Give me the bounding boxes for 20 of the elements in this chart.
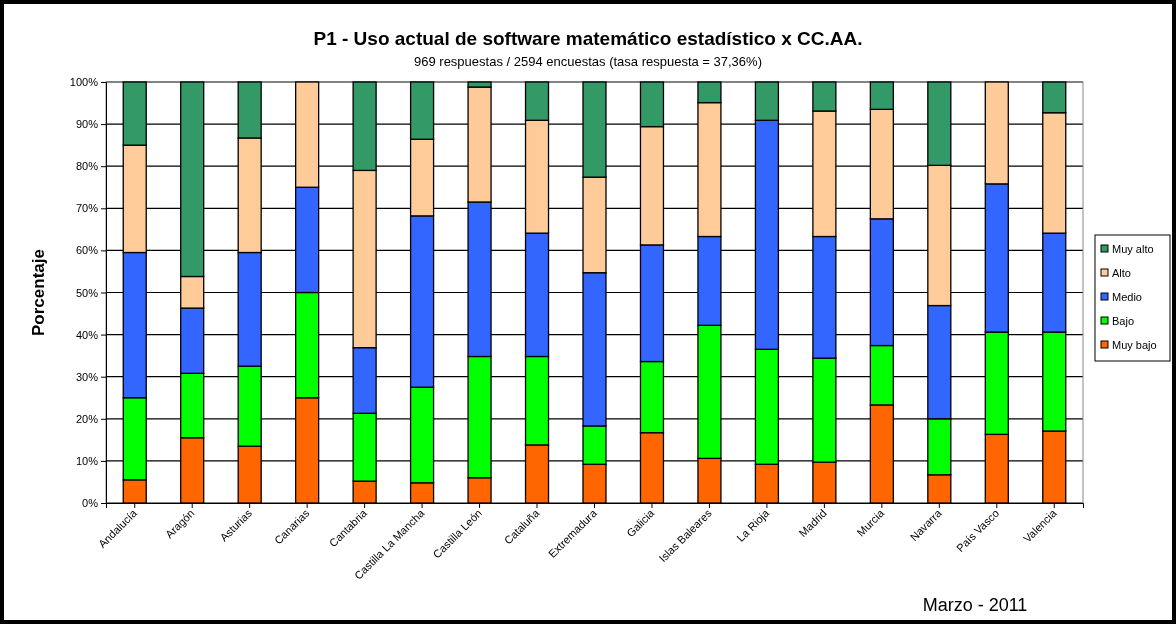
- chart-subtitle: 969 respuestas / 2594 encuestas (tasa respuesta = 37,36%): [414, 54, 762, 69]
- text: Marzo - 2011: [922, 595, 1028, 615]
- y-tick-label: 20%: [75, 412, 99, 425]
- y-tick-label: 10%: [75, 454, 99, 467]
- y-tick-label: 50%: [75, 286, 99, 299]
- y-tick-label: 60%: [75, 244, 99, 257]
- y-tick-label: 80%: [75, 160, 99, 173]
- y-tick-label: 90%: [75, 118, 99, 131]
- y-tick-label: 100%: [69, 76, 99, 89]
- legend-label: Bajo: [1112, 314, 1135, 327]
- y-tick-label: 40%: [75, 328, 99, 341]
- legend-label: Medio: [1112, 290, 1142, 303]
- y-tick-label: 30%: [75, 370, 99, 383]
- y-axis-title: Porcentaje: [29, 249, 48, 336]
- legend-label: Alto: [1112, 266, 1131, 279]
- y-tick-label: 70%: [75, 202, 99, 215]
- legend-label: Muy bajo: [1112, 338, 1157, 351]
- chart-title: P1 - Uso actual de software matemático estadístico x CC.AA.: [313, 28, 863, 49]
- y-tick-label: 0%: [82, 497, 99, 510]
- legend-label: Muy alto: [1112, 242, 1154, 255]
